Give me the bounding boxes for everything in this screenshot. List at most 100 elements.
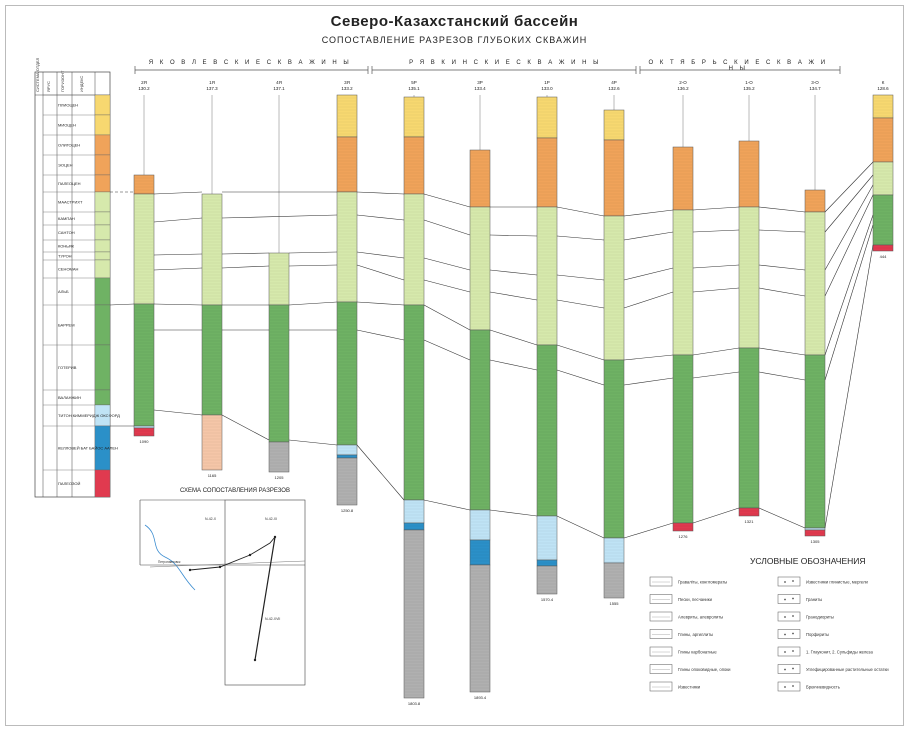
correlation-line: [824, 161, 874, 213]
strat-index-cell: [94, 277, 111, 306]
legend-swatch: [777, 611, 801, 622]
strat-stage-label: КАМПАН: [58, 216, 75, 221]
map-well-point: [253, 658, 257, 662]
group-label-oktyabr: О К Т Я Б Р Ь С К И Е С К В А Ж И Н Ы: [648, 60, 828, 72]
correlation-line: [692, 264, 740, 269]
strat-stage-label: ГОТЕРИВ: [58, 365, 77, 370]
correlation-line: [692, 347, 740, 356]
well-elevation: 133.0: [541, 86, 553, 91]
well-name: 4Р: [611, 80, 617, 85]
strat-header-label: ЯРУС: [46, 81, 51, 92]
correlation-line: [556, 206, 605, 217]
strat-stage-label: ЭОЦЕН: [58, 163, 73, 168]
well-segment: [738, 507, 760, 517]
road-line: [149, 560, 306, 568]
well-segment: [536, 344, 558, 517]
strat-index-cell: [94, 304, 111, 346]
correlation-line: [758, 287, 806, 297]
correlation-line: [824, 174, 874, 233]
correlation-line: [489, 291, 538, 301]
correlation-line: [423, 193, 471, 208]
well-elevation: 135.2: [743, 86, 755, 91]
strat-stage-label: КЕЛЛОВЕЙ БАТ БАЙОС ААЛЕН: [58, 446, 118, 451]
strat-stage-label: МААСТРИХТ: [58, 200, 83, 205]
well-name: 2Я: [141, 80, 147, 85]
legend-swatch-dot: [792, 597, 794, 600]
well-total-depth: 444: [880, 254, 887, 259]
strat-index-cell: [94, 211, 111, 226]
legend-item-label: Глины карбонатные: [678, 650, 717, 655]
legend-swatch: [649, 646, 673, 657]
strat-stage-label: КОНЬЯК: [58, 244, 75, 249]
correlation-line: [153, 409, 203, 416]
correlation-line: [623, 377, 674, 386]
legend-swatch: [649, 594, 673, 604]
correlation-line: [824, 214, 874, 356]
legend-swatch: [777, 594, 801, 604]
correlation-line: [489, 234, 538, 237]
correlation-line: [221, 214, 338, 219]
strat-stage-label: ТУРОН: [58, 254, 72, 259]
strat-index-cell: [94, 469, 111, 498]
legend-item-label: Известняки: [678, 685, 701, 690]
map-well-point: [248, 553, 252, 557]
map-sheet-label: N-42-X: [205, 517, 217, 521]
legend-swatch-dot: [792, 632, 794, 635]
well-name: 1-О: [745, 80, 753, 85]
well-segment: [268, 304, 290, 443]
correlation-line: [758, 206, 806, 213]
well-elevation: 135.1: [408, 86, 420, 91]
map-sheet-label: N-42-XI: [265, 517, 277, 521]
strat-index-cell: [94, 239, 111, 253]
legend-swatch-dot: [784, 686, 786, 688]
map-town-label: Петропавловск: [158, 560, 181, 564]
well-total-depth: 1893.4: [474, 695, 487, 700]
well-name: 1Р: [544, 80, 550, 85]
legend-swatch-dot: [792, 615, 794, 617]
page-title: Северо-Казахстанский бассейн: [330, 13, 579, 30]
strat-index-cell: [94, 134, 111, 156]
legend-swatch-dot: [784, 668, 786, 671]
well-segment: [336, 301, 358, 446]
well-segment: [804, 527, 826, 531]
correlation-line: [758, 229, 806, 233]
well-name: 3Я: [344, 80, 350, 85]
well-total-depth: 1321: [745, 519, 755, 524]
legend-swatch: [649, 681, 673, 692]
map-sheet-frame: [224, 499, 306, 686]
legend-swatch: [777, 576, 801, 587]
well-segment: [336, 136, 358, 193]
correlation-line: [758, 264, 806, 271]
well-name: 3Р: [477, 80, 483, 85]
strat-index-cell: [94, 344, 111, 391]
correlation-line: [489, 269, 538, 276]
well-total-depth: 1276: [679, 534, 689, 539]
correlation-line: [423, 219, 471, 236]
well-segment: [133, 425, 155, 429]
well-segment: [336, 454, 358, 459]
strat-stage-label: ВАЛАНЖИН: [58, 395, 81, 400]
legend-item-label: Граниты: [806, 597, 822, 602]
correlation-line: [758, 347, 806, 356]
correlation-line: [153, 303, 203, 306]
legend-swatch-dot: [784, 598, 786, 601]
map-background: [140, 495, 305, 690]
legend-item-label: Глины опоковидные, опоки: [678, 667, 731, 672]
well-segment: [536, 515, 558, 561]
well-segment: [872, 194, 894, 246]
well-segment: [872, 94, 894, 119]
strat-index-cell: [94, 224, 111, 241]
well-elevation: 133.4: [474, 86, 486, 91]
strat-stage-label: САНТОН: [58, 230, 75, 235]
correlation-line: [356, 329, 405, 341]
map-sheet-label: N-42-XVII: [265, 617, 280, 621]
strat-index-cell: [94, 251, 111, 261]
correlation-line: [288, 251, 338, 254]
well-elevation: 137.1: [273, 86, 285, 91]
correlation-line: [556, 344, 605, 361]
well-segment: [672, 209, 694, 356]
correlation-line: [153, 267, 203, 271]
river-line: [144, 524, 196, 591]
well-elevation: 133.2: [341, 86, 353, 91]
